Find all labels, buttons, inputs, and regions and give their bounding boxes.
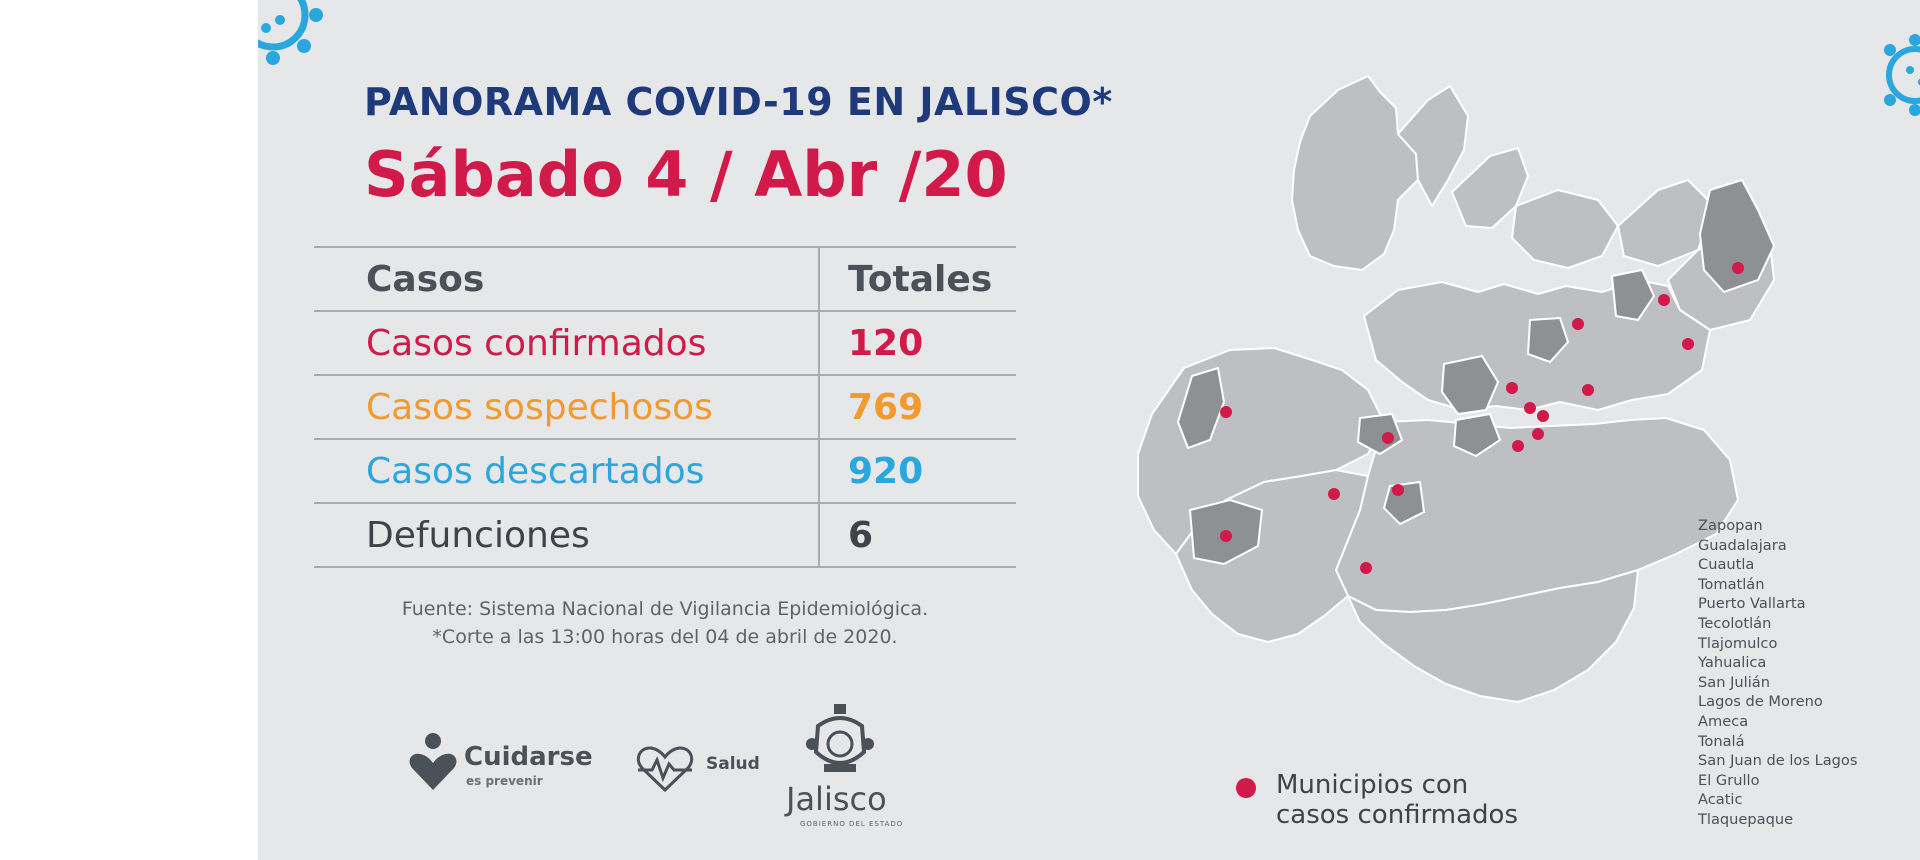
row-value-sospechosos: 769 bbox=[818, 374, 1016, 439]
cases-table: Casos Totales Casos confirmados 120 Caso… bbox=[314, 246, 1016, 568]
table-row: Defunciones 6 bbox=[314, 502, 1016, 568]
infographic-card: PANORAMA COVID-19 EN JALISCO* Sábado 4 /… bbox=[258, 0, 1920, 860]
jalisco-logo-text: Jalisco bbox=[786, 780, 887, 818]
virus-icon-top-left bbox=[258, 0, 323, 65]
map-highlight-san-juan bbox=[1610, 268, 1656, 322]
salud-heart-icon bbox=[636, 746, 694, 793]
cuidarse-logo-text: Cuidarse bbox=[464, 742, 593, 772]
panorama-title: PANORAMA COVID-19 EN JALISCO* bbox=[364, 80, 1113, 124]
list-item: Cuautla bbox=[1698, 556, 1755, 574]
cuidarse-logo-subtext: es prevenir bbox=[466, 774, 543, 788]
map-highlight-lagos-de-moreno bbox=[1698, 178, 1776, 294]
table-row: Casos descartados 920 bbox=[314, 438, 1016, 503]
row-value-confirmados: 120 bbox=[818, 310, 1016, 375]
map-region-north-east bbox=[1397, 85, 1469, 207]
row-label-sospechosos: Casos sospechosos bbox=[314, 374, 819, 439]
list-item: Acatic bbox=[1698, 791, 1743, 809]
list-item: Zapopan bbox=[1698, 517, 1763, 534]
cutoff-line: *Corte a las 13:00 horas del 04 de abril… bbox=[432, 626, 898, 648]
jalisco-coat-of-arms-icon bbox=[806, 704, 874, 772]
logos-row: Cuidarse es prevenir Salud Jalisco GOBIE… bbox=[408, 700, 968, 840]
map-region bbox=[1511, 189, 1619, 269]
map-highlight-yahualica bbox=[1526, 316, 1570, 364]
source-line: Fuente: Sistema Nacional de Vigilancia E… bbox=[401, 598, 929, 620]
list-item: Tomatlán bbox=[1698, 575, 1765, 593]
covid-highlight: COVID-19 bbox=[625, 80, 834, 124]
virus-icon-top-right bbox=[1884, 34, 1920, 116]
list-item: Lagos de Moreno bbox=[1698, 693, 1823, 711]
jalisco-logo-subtext: GOBIERNO DEL ESTADO bbox=[800, 820, 904, 828]
list-item: Tlajomulco bbox=[1698, 634, 1778, 652]
map-highlight-zapopan bbox=[1440, 354, 1500, 416]
list-item: Tlaquepaque bbox=[1698, 810, 1794, 828]
table-row: Casos confirmados 120 bbox=[314, 310, 1016, 375]
map-highlight-tlajomulco bbox=[1452, 412, 1502, 458]
list-item: San Juan de los Lagos bbox=[1698, 752, 1858, 770]
legend-text: Municipios con casos confirmados bbox=[1276, 770, 1518, 830]
row-label-confirmados: Casos confirmados bbox=[314, 310, 819, 375]
map-region-south bbox=[1347, 569, 1639, 703]
list-item: Tonalá bbox=[1698, 732, 1745, 750]
map-highlight-puerto-vallarta bbox=[1176, 366, 1226, 450]
source-note: Fuente: Sistema Nacional de Vigilancia E… bbox=[314, 595, 1016, 651]
row-value-defunciones: 6 bbox=[818, 502, 1016, 568]
table-header-row: Casos Totales bbox=[314, 246, 1016, 311]
row-value-descartados: 920 bbox=[818, 438, 1016, 503]
legend-dot-icon bbox=[1236, 778, 1256, 798]
list-item: Ameca bbox=[1698, 712, 1749, 730]
header-totales: Totales bbox=[818, 246, 1016, 311]
list-item: El Grullo bbox=[1698, 771, 1760, 789]
map-highlight-ameca bbox=[1356, 412, 1404, 456]
list-item: Puerto Vallarta bbox=[1698, 595, 1806, 613]
list-item: San Julián bbox=[1698, 673, 1770, 691]
row-label-defunciones: Defunciones bbox=[314, 502, 819, 568]
list-item: Tecolotlán bbox=[1698, 614, 1772, 632]
map-region bbox=[1451, 147, 1529, 229]
date-title: Sábado 4 / Abr /20 bbox=[364, 138, 1008, 211]
jalisco-municipios-map bbox=[1137, 75, 1776, 703]
header-casos: Casos bbox=[314, 246, 819, 311]
row-label-descartados: Casos descartados bbox=[314, 438, 819, 503]
table-row: Casos sospechosos 769 bbox=[314, 374, 1016, 439]
salud-logo-text: Salud bbox=[706, 754, 760, 774]
municipios-list: Zapopan Guadalajara Cuautla Tomatlán Pue… bbox=[1698, 516, 1857, 830]
map-region-north bbox=[1291, 75, 1419, 271]
cuidarse-logo-icon bbox=[409, 733, 457, 790]
list-item: Yahualica bbox=[1698, 654, 1767, 672]
list-item: Guadalajara bbox=[1698, 536, 1787, 554]
